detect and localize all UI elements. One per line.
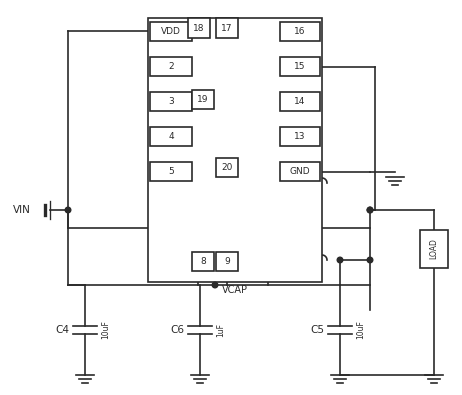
Text: 13: 13 [294,132,306,141]
Text: 2: 2 [168,62,174,71]
Bar [188,18,210,38]
Text: 18: 18 [193,23,205,32]
Text: 1uF: 1uF [216,323,225,337]
Bar [420,230,448,268]
Bar [150,92,192,111]
Text: 14: 14 [294,97,306,106]
Text: 19: 19 [197,95,209,104]
Text: C5: C5 [310,325,324,335]
Circle shape [65,207,71,213]
Bar [280,22,320,41]
Bar [216,18,238,38]
Bar [216,252,238,271]
Text: 20: 20 [221,163,233,172]
Text: 10uF: 10uF [356,321,365,339]
Text: 3: 3 [168,97,174,106]
Text: VCAP: VCAP [222,285,248,295]
Text: 8: 8 [200,257,206,266]
Text: LOAD: LOAD [430,239,438,260]
Circle shape [367,207,373,213]
Bar [150,162,192,181]
Circle shape [367,257,373,263]
Text: C4: C4 [55,325,69,335]
Bar [150,127,192,146]
Text: 9: 9 [224,257,230,266]
Text: 4: 4 [168,132,174,141]
Circle shape [367,207,373,213]
Bar [192,252,214,271]
Text: 10uF: 10uF [101,321,110,339]
Text: 17: 17 [221,23,233,32]
Bar [192,90,214,109]
Bar [280,127,320,146]
Text: C6: C6 [170,325,184,335]
Bar [216,158,238,177]
Circle shape [337,257,343,263]
Bar [150,22,192,41]
Text: VDD: VDD [161,27,181,36]
Bar [148,18,322,282]
Bar [280,57,320,76]
Bar [280,92,320,111]
Text: 5: 5 [168,167,174,176]
Text: GND: GND [290,167,310,176]
Text: VIN: VIN [13,205,31,215]
Bar [280,162,320,181]
Text: 16: 16 [294,27,306,36]
Text: 15: 15 [294,62,306,71]
Bar [150,57,192,76]
Circle shape [212,282,218,288]
